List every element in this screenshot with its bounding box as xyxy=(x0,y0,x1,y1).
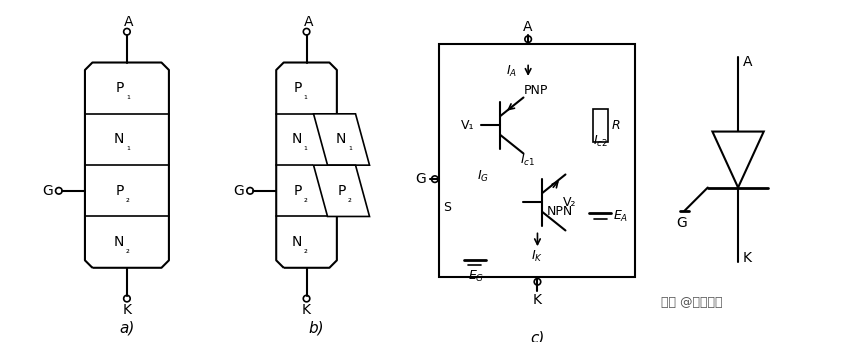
Text: G: G xyxy=(234,184,244,198)
Polygon shape xyxy=(313,165,369,216)
Text: K: K xyxy=(123,303,131,317)
Text: P: P xyxy=(116,184,125,198)
Text: ₂: ₂ xyxy=(126,194,130,203)
Text: ₁: ₁ xyxy=(348,142,352,152)
Text: a): a) xyxy=(119,321,135,336)
Text: G: G xyxy=(42,184,53,198)
Text: N: N xyxy=(336,132,346,146)
Text: ₂: ₂ xyxy=(304,194,308,203)
Text: NPN: NPN xyxy=(547,205,573,218)
Text: ₁: ₁ xyxy=(126,142,130,152)
Polygon shape xyxy=(276,63,336,268)
Text: A: A xyxy=(743,55,753,69)
Text: A: A xyxy=(124,15,133,29)
Text: K: K xyxy=(302,303,311,317)
Text: $I_K$: $I_K$ xyxy=(531,249,543,264)
Text: N: N xyxy=(114,235,125,249)
Text: ₁: ₁ xyxy=(304,91,308,101)
Text: 头条 @清水夏日: 头条 @清水夏日 xyxy=(661,296,722,309)
Text: ₁: ₁ xyxy=(126,91,130,101)
Text: PNP: PNP xyxy=(523,84,548,97)
Text: V₁: V₁ xyxy=(461,119,474,132)
Polygon shape xyxy=(85,63,169,268)
Text: N: N xyxy=(292,132,302,146)
Text: $E_G$: $E_G$ xyxy=(468,269,484,284)
Text: b): b) xyxy=(308,321,324,336)
Bar xyxy=(439,44,636,277)
Text: K: K xyxy=(743,251,752,264)
Text: P: P xyxy=(116,81,125,95)
Text: N: N xyxy=(114,132,125,146)
Text: ₂: ₂ xyxy=(348,194,352,203)
Text: R: R xyxy=(612,119,620,132)
Text: ₂: ₂ xyxy=(126,245,130,255)
Text: $I_G$: $I_G$ xyxy=(477,169,489,184)
Text: P: P xyxy=(338,184,346,198)
Text: $I_{c1}$: $I_{c1}$ xyxy=(520,153,535,168)
Text: K: K xyxy=(533,293,542,307)
Text: $I_{c2}$: $I_{c2}$ xyxy=(593,134,608,149)
Text: P: P xyxy=(293,81,302,95)
Text: $I_A$: $I_A$ xyxy=(506,64,517,79)
Bar xyxy=(593,109,607,142)
Text: N: N xyxy=(292,235,302,249)
Text: A: A xyxy=(304,15,313,29)
Text: P: P xyxy=(293,184,302,198)
Polygon shape xyxy=(713,132,764,187)
Text: c): c) xyxy=(530,330,545,342)
Text: G: G xyxy=(415,172,426,186)
Polygon shape xyxy=(313,114,369,165)
Text: V₂: V₂ xyxy=(563,196,577,209)
Text: ₂: ₂ xyxy=(304,245,308,255)
Text: G: G xyxy=(676,216,687,230)
Text: ₁: ₁ xyxy=(304,142,308,152)
Text: $E_A$: $E_A$ xyxy=(613,208,629,224)
Text: A: A xyxy=(523,20,533,34)
Text: S: S xyxy=(443,201,451,214)
